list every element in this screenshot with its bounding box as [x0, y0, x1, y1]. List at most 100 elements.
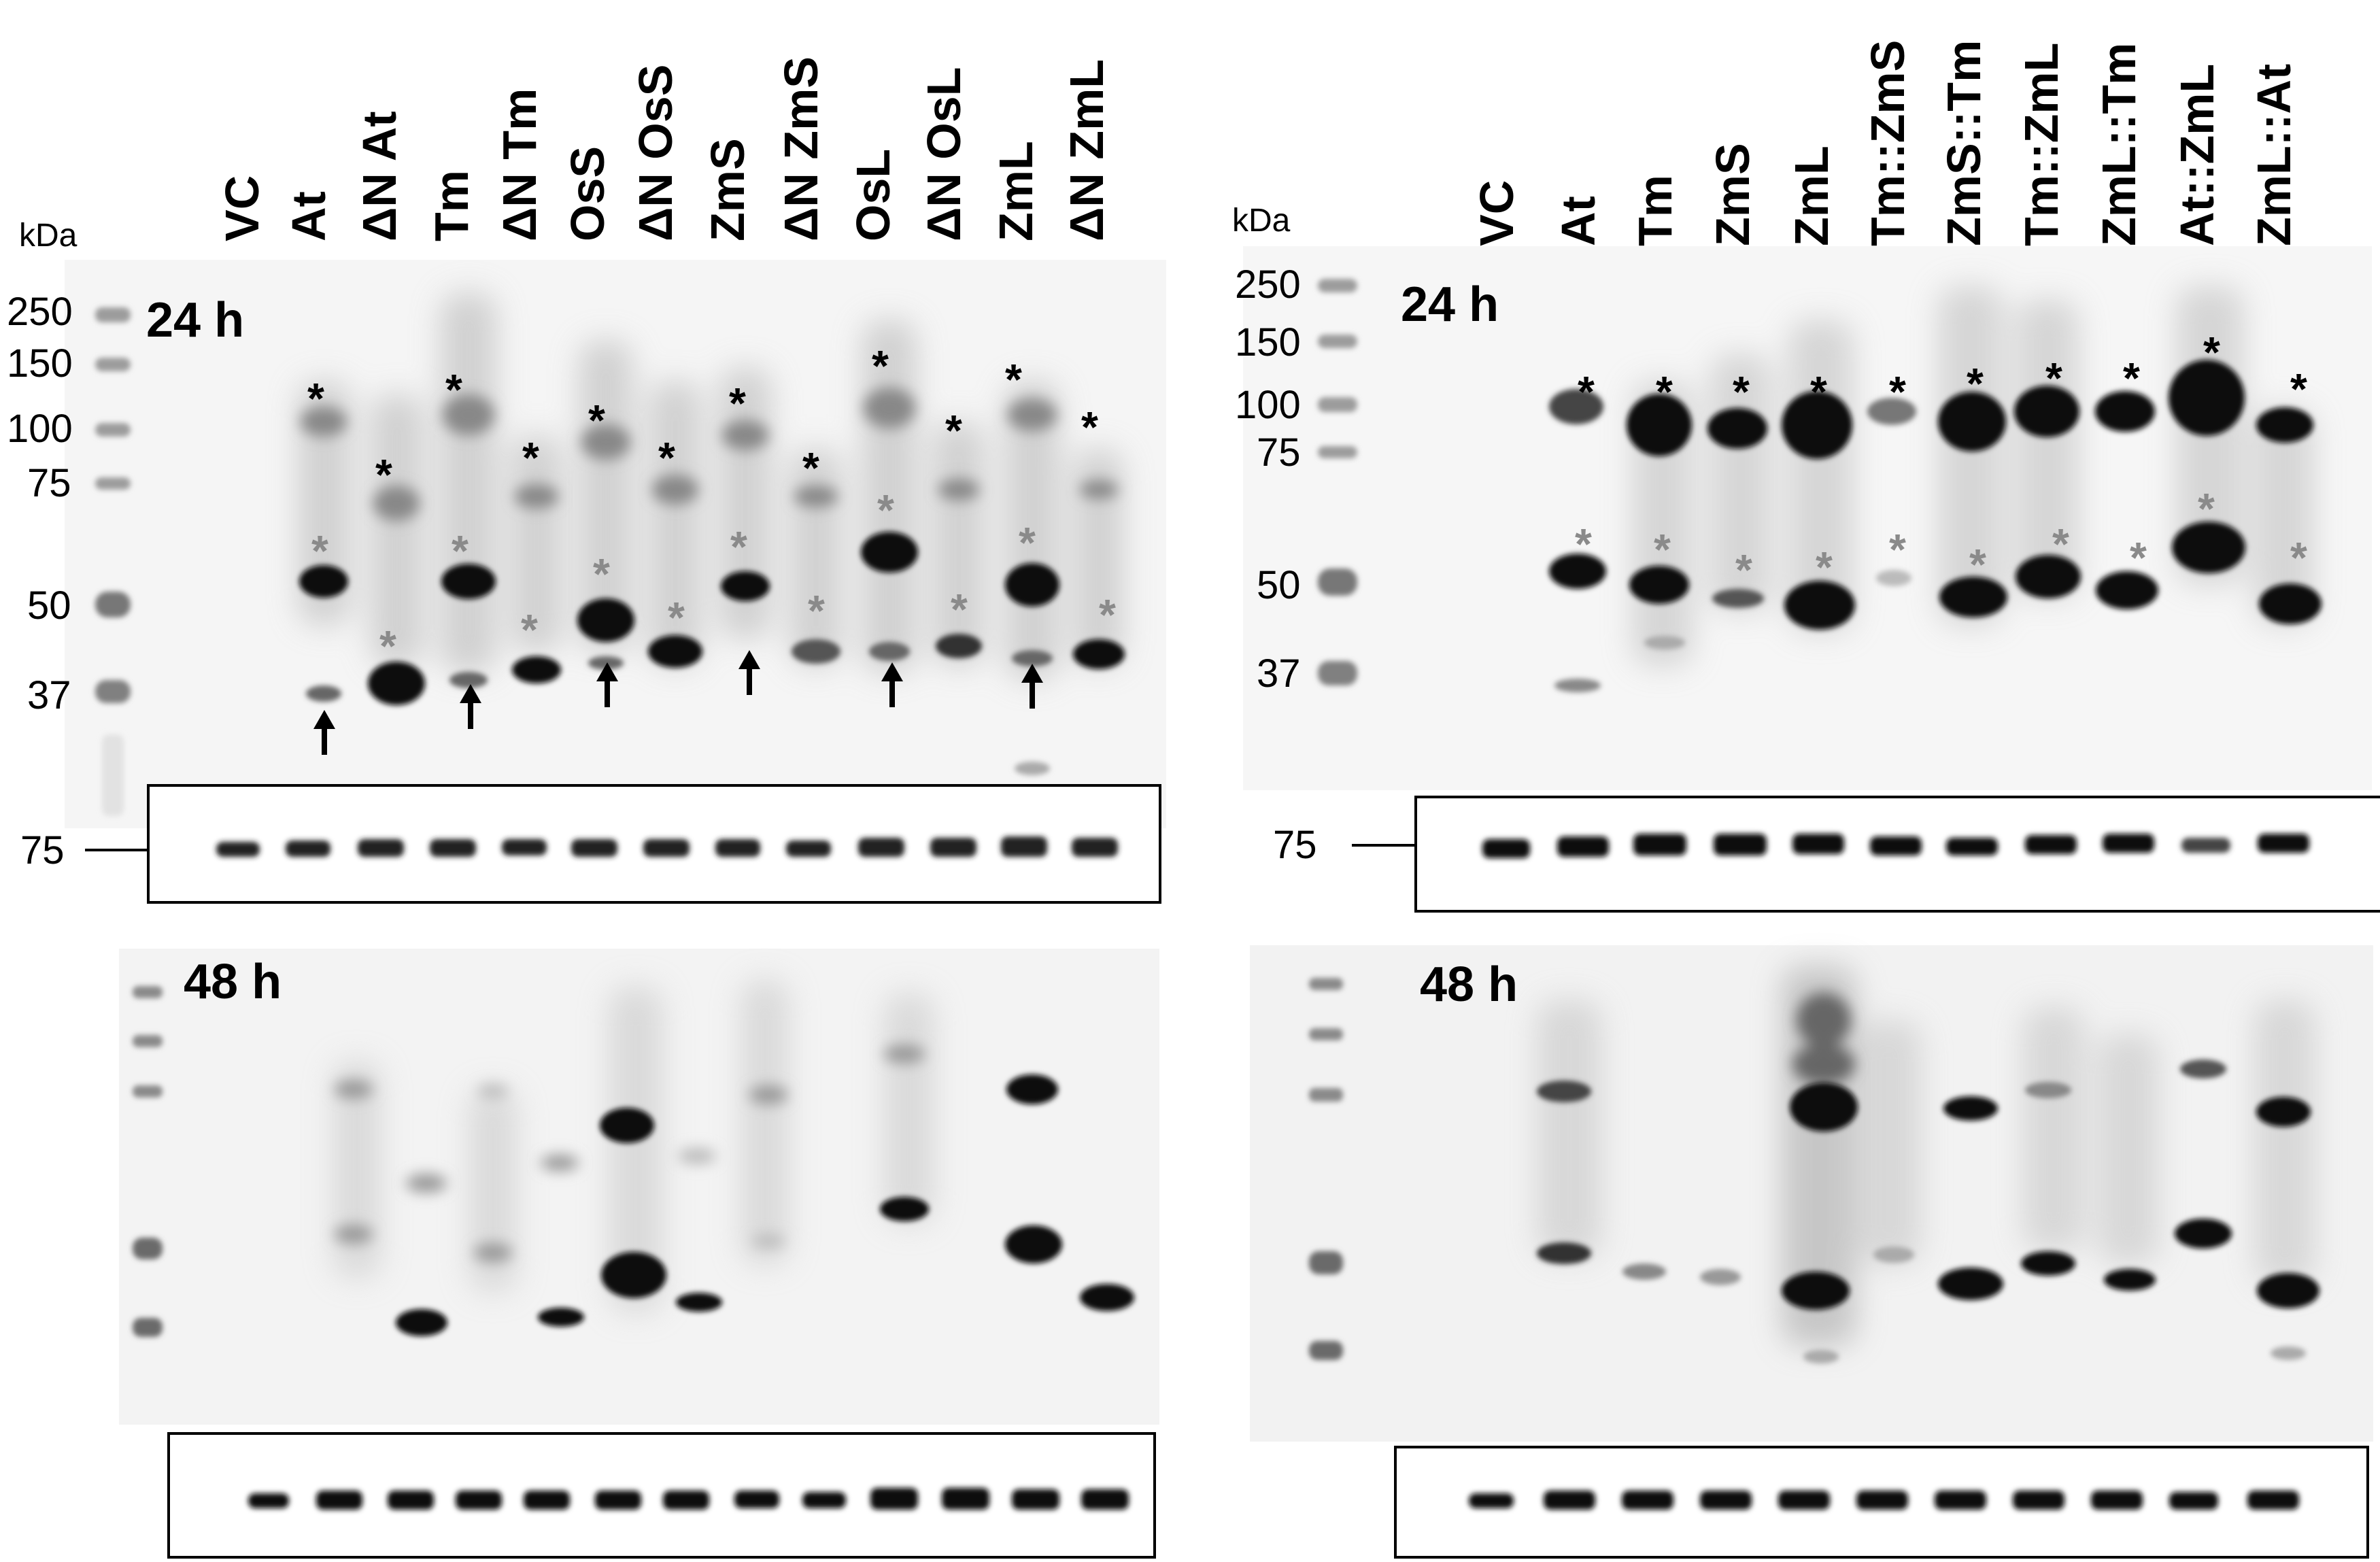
- marker-label: 150: [1235, 320, 1301, 364]
- lane-label: OsS: [561, 146, 614, 241]
- lane-label: ZmL::Tm: [2092, 43, 2145, 246]
- loading-control-marker-label: 75: [1273, 823, 1317, 867]
- processed-asterisks: * * * * * * * * * *: [1575, 484, 2307, 594]
- lane-label: ΔN OsL: [917, 67, 970, 241]
- processed-asterisk: *: [311, 526, 328, 575]
- processed-asterisk: *: [1654, 525, 1671, 574]
- processed-asterisk: *: [2198, 484, 2215, 533]
- full-length-asterisk: *: [729, 379, 746, 428]
- marker-label: 250: [1235, 262, 1301, 307]
- lane-label: ΔN ZmL: [1060, 59, 1113, 241]
- lane-label: Tm: [1629, 175, 1682, 246]
- full-length-asterisk: *: [1081, 403, 1098, 452]
- marker-ladder: [95, 307, 131, 816]
- processed-asterisk: *: [1099, 590, 1116, 639]
- marker-label: 37: [27, 673, 71, 717]
- full-length-asterisk: *: [2203, 328, 2220, 377]
- processed-asterisk: *: [1969, 540, 1986, 589]
- full-length-asterisk: *: [2290, 364, 2307, 413]
- left-lane-labels: VC At ΔN At Tm ΔN Tm OsS ΔN OsS ZmS ΔN Z…: [216, 56, 1113, 241]
- processed-asterisk: *: [452, 526, 469, 575]
- lane-label: Tm::ZmS: [1861, 40, 1914, 246]
- marker-label: 75: [1257, 430, 1301, 475]
- full-length-asterisk: *: [522, 433, 539, 482]
- lane-label: Tm: [425, 170, 478, 241]
- time-label-48h: 48 h: [184, 955, 282, 1009]
- bands-48h: [1537, 966, 2319, 1363]
- marker-ladder-48h: [133, 986, 163, 1337]
- lane-label: At::ZmL: [2171, 64, 2224, 246]
- lane-label: OsL: [847, 149, 900, 241]
- marker-label: 37: [1257, 651, 1301, 696]
- full-length-asterisk: *: [1967, 359, 1984, 408]
- lane-label: ZmL: [989, 141, 1042, 241]
- processed-asterisk: *: [521, 605, 538, 654]
- marker-ladder-48h: [1309, 978, 1343, 1360]
- lane-label: ΔN Tm: [493, 88, 546, 241]
- full-length-asterisk: *: [802, 443, 819, 492]
- processed-asterisk: *: [593, 549, 610, 598]
- marker-ladder: [1318, 279, 1357, 685]
- lane-label: ΔN ZmS: [775, 56, 828, 241]
- up-arrow-icon: [313, 650, 1043, 755]
- processed-asterisk: *: [730, 522, 747, 571]
- processed-asterisk: *: [379, 622, 396, 670]
- kda-unit-label: kDa: [19, 218, 78, 254]
- lane-label: VC: [216, 175, 269, 241]
- loading-control-bands-48h: [1469, 1491, 2299, 1510]
- lane-label: ZmS::Tm: [1937, 40, 1990, 246]
- marker-label: 75: [27, 461, 71, 505]
- processed-asterisk: *: [1816, 543, 1833, 592]
- marker-labels: 250 150 100 75 50 37: [7, 290, 73, 717]
- right-lane-labels: VC At Tm ZmS ZmL Tm::ZmS ZmS::Tm Tm::ZmL…: [1470, 40, 2300, 246]
- processed-asterisk: *: [1575, 520, 1592, 568]
- lane-label: ZmL::At: [2247, 64, 2300, 246]
- full-length-asterisk: *: [307, 374, 324, 423]
- lane-label: At: [1552, 196, 1605, 246]
- full-length-asterisks: * * * * * * * * * * * *: [307, 341, 1098, 499]
- processed-asterisk: *: [808, 586, 825, 635]
- lane-label: Tm::ZmL: [2015, 43, 2068, 246]
- marker-label: 250: [7, 290, 73, 334]
- marker-label: 150: [7, 341, 73, 386]
- full-length-asterisk: *: [1810, 367, 1827, 416]
- marker-label: 50: [27, 583, 71, 628]
- time-label-24h: 24 h: [146, 293, 244, 347]
- bands-24h: [1549, 286, 2322, 692]
- right-panel: VC At Tm ZmS ZmL Tm::ZmS ZmS::Tm Tm::ZmL…: [1232, 40, 2380, 1559]
- full-length-asterisk: *: [658, 433, 675, 482]
- processed-asterisk: *: [2130, 533, 2147, 582]
- full-length-asterisk: *: [1889, 367, 1906, 416]
- full-length-asterisk: *: [375, 450, 392, 499]
- left-panel: VC At ΔN At Tm ΔN Tm OsS ΔN OsS ZmS ΔN Z…: [7, 56, 1166, 1559]
- loading-control-bands-48h: [248, 1488, 1129, 1510]
- time-label-48h: 48 h: [1420, 957, 1518, 1012]
- processed-asterisk: *: [2290, 533, 2307, 582]
- marker-label: 100: [1235, 383, 1301, 427]
- lane-label: ΔN At: [353, 111, 406, 241]
- processed-asterisk: *: [1735, 545, 1752, 594]
- full-length-asterisk: *: [2045, 354, 2062, 403]
- lane-label: ZmS: [1706, 143, 1759, 246]
- marker-label: 100: [7, 407, 73, 451]
- full-length-asterisks: * * * * * * * * * *: [1578, 328, 2307, 416]
- marker-labels: 250 150 100 75 50 37: [1235, 262, 1301, 696]
- processed-asterisk: *: [951, 585, 968, 634]
- lane-label: ZmS: [701, 138, 754, 241]
- lane-label: VC: [1470, 180, 1523, 246]
- kda-unit-label: kDa: [1232, 203, 1291, 239]
- time-label-24h: 24 h: [1401, 277, 1499, 332]
- processed-asterisk: *: [877, 486, 894, 534]
- full-length-asterisk: *: [445, 365, 462, 414]
- lane-label: At: [282, 191, 335, 241]
- lane-label: ΔN OsS: [629, 65, 682, 241]
- bands-24h: [298, 292, 1125, 775]
- loading-control-bands-24h: [216, 836, 1118, 857]
- processed-asterisk: *: [2052, 520, 2069, 568]
- loading-control-bands-24h: [1482, 834, 2309, 858]
- full-length-asterisk: *: [1005, 355, 1022, 404]
- processed-asterisk: *: [1019, 518, 1036, 567]
- full-length-asterisk: *: [1656, 367, 1673, 416]
- full-length-asterisk: *: [2123, 354, 2140, 403]
